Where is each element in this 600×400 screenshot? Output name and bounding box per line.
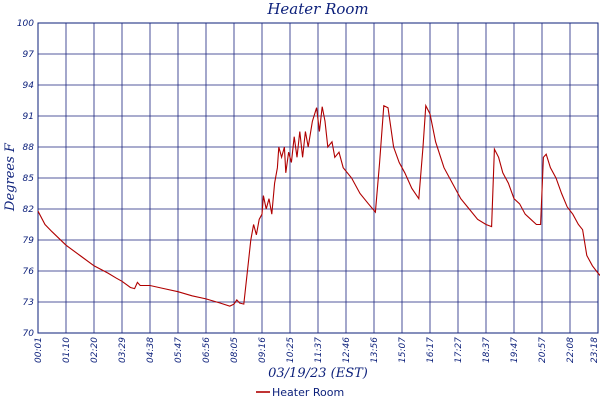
x-tick-label: 05:47 — [174, 337, 184, 363]
x-tick-label: 00:01 — [34, 337, 44, 363]
x-tick-label: 17:27 — [454, 337, 464, 363]
legend: Heater Room — [256, 386, 344, 399]
x-tick-label: 09:16 — [258, 337, 268, 363]
x-tick-label: 12:46 — [342, 337, 352, 363]
x-tick-label: 01:10 — [62, 337, 72, 363]
y-tick-label: 82 — [23, 205, 35, 215]
x-tick-label: 08:05 — [230, 337, 240, 363]
x-tick-label: 20:57 — [538, 337, 548, 363]
x-tick-label: 13:56 — [370, 337, 380, 363]
x-tick-label: 22:08 — [566, 337, 576, 363]
x-tick-label: 10:25 — [286, 337, 296, 363]
chart-title: Heater Room — [266, 0, 368, 18]
x-axis-label: 03/19/23 (EST) — [268, 366, 368, 381]
gridlines — [38, 23, 598, 333]
y-tick-label: 85 — [23, 174, 35, 184]
y-tick-label: 94 — [23, 81, 35, 91]
x-tick-label: 04:38 — [146, 337, 156, 363]
y-tick-label: 100 — [17, 19, 34, 29]
y-tick-label: 91 — [23, 112, 34, 122]
y-tick-label: 79 — [23, 236, 35, 246]
series-line-heater-room — [37, 103, 600, 307]
y-tick-label: 76 — [23, 267, 35, 277]
y-tick-label: 97 — [23, 50, 35, 60]
x-tick-label: 06:56 — [202, 337, 212, 363]
y-tick-label: 88 — [23, 143, 35, 153]
y-axis-label: Degrees F — [3, 142, 18, 212]
y-tick-label: 70 — [23, 329, 35, 339]
x-tick-labels: 00:01 01:10 02:20 03:29 04:38 05:47 06:56 08:05… — [34, 337, 600, 363]
x-tick-label: 11:37 — [314, 337, 324, 363]
y-tick-label: 73 — [23, 298, 35, 308]
x-tick-label: 15:07 — [398, 337, 408, 363]
x-tick-label: 16:17 — [426, 337, 436, 363]
x-tick-label: 02:20 — [90, 337, 100, 363]
x-tick-label: 23:18 — [590, 337, 600, 363]
x-tick-label: 03:29 — [118, 337, 128, 363]
legend-label-heater-room: Heater Room — [272, 386, 344, 399]
x-tick-label: 19:47 — [510, 337, 520, 363]
x-tick-label: 18:37 — [482, 337, 492, 363]
y-tick-labels: 70 73 76 79 82 85 88 91 94 97 100 — [17, 19, 34, 339]
